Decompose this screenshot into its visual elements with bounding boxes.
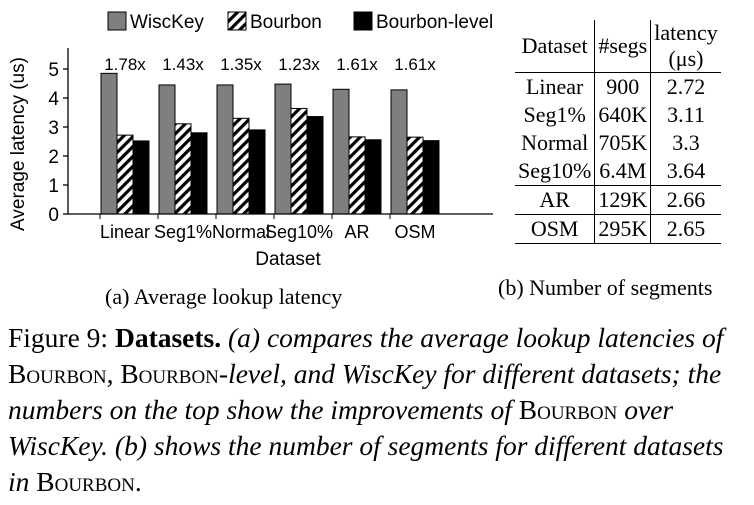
- caption-period: .: [134, 466, 142, 497]
- caption-text: -level, and WiscKey for different datase…: [8, 358, 722, 425]
- figure-caption: Figure 9: Datasets. (a) compares the ave…: [8, 320, 748, 500]
- table-row: OSM 295K 2.65: [515, 214, 721, 244]
- bar: [232, 117, 250, 215]
- table-row: Linear 900 2.72: [515, 72, 721, 101]
- bourbon-name: Bourbon: [8, 358, 107, 389]
- caption-comma: ,: [106, 358, 114, 389]
- bourbon-name: Bourbon: [518, 394, 618, 425]
- cell-latency: 3.3: [672, 130, 700, 155]
- cell-dataset: Seg10%: [515, 157, 596, 186]
- x-tick-label: Linear: [100, 222, 150, 242]
- bourbon-name: Bourbon: [36, 466, 135, 497]
- y-tick-label: 4: [48, 89, 59, 110]
- cell-segs: 640K: [594, 101, 652, 129]
- y-tick-label: 3: [48, 118, 59, 139]
- bar: [422, 140, 440, 215]
- cell-latency: 2.65: [650, 214, 721, 244]
- cell-dataset: AR: [515, 185, 596, 215]
- cell-segs: 129K: [594, 185, 652, 215]
- header-dataset: Dataset: [515, 20, 596, 73]
- table-row: Normal 705K 3.3: [515, 129, 721, 157]
- x-tick-label: Seg1%: [154, 222, 212, 242]
- x-tick-label: AR: [344, 222, 369, 242]
- header-latency-unit: (μs): [668, 46, 704, 71]
- improvement-label: 1.43x: [162, 55, 204, 74]
- bar: [306, 116, 324, 215]
- caption-text: over WiscKey. (b) shows the number of se…: [8, 394, 724, 497]
- subcaption-a: (a) Average lookup latency: [105, 284, 343, 309]
- bar: [116, 134, 134, 215]
- improvement-label: 1.23x: [278, 55, 320, 74]
- figure-label: Figure 9:: [8, 322, 109, 353]
- cell-segs: 705K: [594, 129, 652, 157]
- segments-table: Dataset #segs latency (μs) Linear 900 2.…: [515, 20, 721, 244]
- legend-swatch: [227, 11, 247, 31]
- caption-text: (a) compares the average lookup latencie…: [228, 322, 724, 353]
- bar: [290, 107, 308, 215]
- cell-latency: 3.11: [667, 102, 705, 127]
- bar: [406, 136, 424, 215]
- bar: [390, 89, 408, 215]
- bar: [100, 72, 118, 215]
- x-tick-label: Normal: [212, 222, 270, 242]
- header-segs: #segs: [594, 20, 652, 73]
- table-row: Seg10% 6.4M 3.64: [515, 157, 721, 186]
- y-tick-label: 5: [48, 60, 59, 81]
- improvement-label: 1.61x: [336, 55, 378, 74]
- header-latency: latency (μs): [651, 20, 721, 73]
- cell-segs: 900: [594, 72, 652, 101]
- cell-dataset: Seg1%: [515, 101, 596, 129]
- bar: [248, 129, 266, 215]
- x-tick-label: Seg10%: [265, 222, 333, 242]
- legend-swatch: [107, 11, 127, 31]
- legend-swatch: [353, 11, 373, 31]
- improvement-label: 1.78x: [104, 55, 146, 74]
- bars: [100, 72, 440, 215]
- legend-label: WiscKey: [130, 12, 204, 33]
- bar: [174, 123, 192, 215]
- cell-dataset: Linear: [515, 72, 596, 101]
- improvement-labels: 1.78x 1.43x 1.35x 1.23x 1.61x 1.61x: [104, 55, 436, 74]
- figure-title: Datasets.: [114, 322, 222, 353]
- latency-bar-chart: WiscKey Bourbon Bourbon-level 1.78x 1.43x 1.…: [8, 11, 493, 270]
- bar: [348, 136, 366, 215]
- y-tick-label: 0: [48, 205, 59, 226]
- header-latency-label: latency: [654, 20, 718, 45]
- y-tick-label: 2: [48, 147, 59, 168]
- improvement-label: 1.61x: [394, 55, 436, 74]
- bar: [216, 84, 234, 215]
- bar: [274, 83, 292, 215]
- x-tick-label: OSM: [394, 222, 435, 242]
- cell-latency: 2.66: [650, 185, 721, 215]
- bourbon-name: Bourbon: [120, 358, 219, 389]
- cell-dataset: Normal: [515, 129, 596, 157]
- cell-segs: 295K: [594, 214, 652, 244]
- bar: [190, 132, 208, 215]
- subcaption-b: (b) Number of segments: [498, 275, 713, 300]
- cell-latency: 2.72: [666, 74, 706, 99]
- y-axis-label: Average latency (us): [8, 57, 29, 231]
- table-header-row: Dataset #segs latency (μs): [515, 20, 721, 73]
- bar: [332, 88, 350, 215]
- chart-legend: WiscKey Bourbon Bourbon-level: [107, 11, 493, 33]
- legend-label: Bourbon-level: [376, 12, 493, 33]
- bar: [364, 139, 382, 215]
- cell-segs: 6.4M: [594, 157, 652, 186]
- cell-latency: 3.64: [666, 158, 706, 183]
- bar: [158, 84, 176, 215]
- x-axis-label: Dataset: [255, 249, 321, 270]
- table-row: AR 129K 2.66: [515, 185, 721, 215]
- bar: [132, 140, 150, 215]
- legend-label: Bourbon: [250, 12, 322, 33]
- improvement-label: 1.35x: [220, 55, 262, 74]
- table-row: Seg1% 640K 3.11: [515, 101, 721, 129]
- y-tick-label: 1: [48, 176, 59, 197]
- cell-dataset: OSM: [515, 214, 596, 244]
